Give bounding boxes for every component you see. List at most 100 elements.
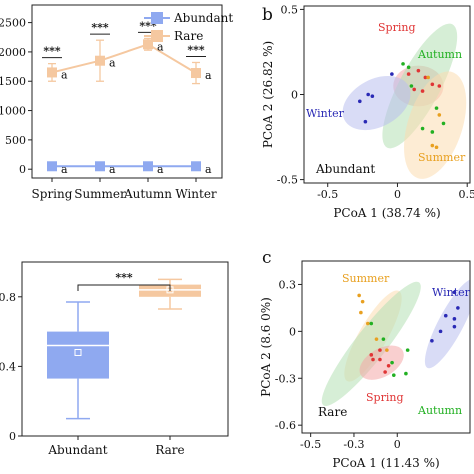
y-tick-label: -0.3 bbox=[275, 372, 296, 385]
x-tick-label: Spring bbox=[32, 187, 73, 201]
panel-c: -0.5 -0.3 0 0.3 0 -0.3 -0.6 PCoA 1 (11.43 %) PCo… bbox=[259, 248, 471, 470]
sample-point bbox=[420, 89, 425, 93]
data-point bbox=[191, 68, 201, 79]
group-letter: a bbox=[157, 40, 164, 53]
sample-point bbox=[363, 119, 368, 124]
sample-point bbox=[366, 321, 370, 326]
sample-point bbox=[383, 370, 387, 374]
group-letter: a bbox=[205, 69, 212, 82]
y-tick-label: 0 bbox=[19, 163, 26, 176]
sample-point bbox=[378, 348, 382, 352]
sample-point bbox=[369, 353, 374, 357]
y-tick-label: 0 bbox=[291, 89, 298, 102]
sample-point bbox=[391, 373, 396, 377]
sample-point bbox=[390, 360, 394, 365]
group-label: Spring bbox=[378, 21, 415, 34]
group-letter: a bbox=[157, 163, 164, 176]
sample-point bbox=[437, 113, 442, 117]
legend-swatch bbox=[151, 30, 163, 42]
group-letter: a bbox=[109, 57, 116, 70]
series-line bbox=[51, 43, 197, 74]
significance-bracket bbox=[77, 284, 171, 291]
y-tick-label: 0 bbox=[9, 430, 16, 443]
x-tick-label: -0.3 bbox=[343, 438, 364, 451]
sample-point bbox=[385, 348, 389, 352]
x-axis-label: PCoA 1 (11.43 %) bbox=[332, 456, 439, 470]
sample-point bbox=[405, 348, 410, 352]
sample-point bbox=[412, 87, 417, 92]
x-tick-label: Autumn bbox=[123, 187, 172, 201]
legend-label: Rare bbox=[174, 29, 203, 43]
group-label: Autumn bbox=[417, 48, 462, 61]
group-label: Summer bbox=[342, 272, 390, 285]
x-tick-label: Winter bbox=[175, 187, 217, 201]
y-tick-label: 1000 bbox=[0, 105, 26, 118]
panel-label: Rare bbox=[318, 405, 347, 419]
significance-mark: *** bbox=[91, 21, 109, 34]
sample-point bbox=[430, 143, 435, 148]
y-tick-label: -0.6 bbox=[275, 419, 296, 432]
group-letter: a bbox=[61, 163, 68, 176]
sample-point bbox=[390, 72, 394, 76]
confidence-ellipse bbox=[342, 75, 411, 131]
group-label: Winter bbox=[432, 286, 471, 299]
confidence-ellipse bbox=[321, 281, 421, 407]
sample-point bbox=[370, 94, 375, 99]
sample-point bbox=[409, 84, 414, 88]
sample-point bbox=[434, 145, 439, 150]
y-tick-label: 0.8 bbox=[0, 291, 16, 304]
panel-label: Abundant bbox=[315, 162, 375, 176]
plot-frame bbox=[21, 261, 229, 437]
sample-point bbox=[369, 321, 374, 326]
x-tick-label: 0 bbox=[394, 188, 401, 201]
sample-point bbox=[443, 313, 448, 318]
x-tick-label: Rare bbox=[155, 443, 184, 457]
y-tick-label: 0.3 bbox=[279, 278, 297, 291]
sample-point bbox=[406, 65, 411, 70]
significance-mark: *** bbox=[43, 45, 61, 58]
x-tick-label: -0.5 bbox=[300, 438, 321, 451]
y-tick-label: 0 bbox=[289, 325, 296, 338]
y-axis-label: PCoA 2 (8.6 0%) bbox=[259, 297, 273, 397]
sample-point bbox=[359, 310, 363, 315]
sample-point bbox=[406, 72, 411, 76]
sample-point bbox=[438, 329, 443, 334]
group-letter: a bbox=[61, 68, 68, 81]
group-label: Summer bbox=[418, 151, 466, 164]
group-label: Spring bbox=[366, 391, 403, 404]
x-tick-label: -0.5 bbox=[317, 188, 338, 201]
sample-point bbox=[416, 68, 421, 73]
y-tick-label: -0.5 bbox=[277, 174, 298, 187]
sample-point bbox=[401, 62, 405, 66]
panel-letter: b bbox=[262, 5, 273, 25]
sample-point bbox=[430, 82, 435, 87]
group-label: Winter bbox=[306, 107, 345, 120]
data-point bbox=[47, 161, 57, 172]
legend-label: Abundant bbox=[173, 11, 233, 25]
data-point bbox=[143, 39, 153, 50]
x-tick-label: 0 bbox=[394, 438, 401, 451]
y-tick-label: 2000 bbox=[0, 46, 26, 59]
sample-point bbox=[452, 324, 457, 329]
sample-point bbox=[456, 306, 460, 310]
plot-area bbox=[321, 278, 470, 407]
sample-point bbox=[420, 126, 425, 131]
sample-point bbox=[426, 75, 430, 80]
sample-point bbox=[423, 75, 428, 80]
significance-mark: *** bbox=[115, 271, 133, 284]
sample-point bbox=[386, 363, 391, 368]
x-tick-label: Abundant bbox=[47, 443, 107, 457]
legend-swatch bbox=[151, 12, 163, 24]
plot-frame bbox=[31, 4, 223, 179]
group-letter: a bbox=[109, 163, 116, 176]
data-point bbox=[95, 55, 105, 66]
y-tick-label: 500 bbox=[5, 134, 26, 147]
y-tick-label: 0.5 bbox=[281, 3, 299, 16]
data-point bbox=[143, 161, 153, 172]
sample-point bbox=[452, 290, 457, 295]
sample-point bbox=[434, 106, 439, 110]
sample-point bbox=[441, 121, 446, 126]
sample-point bbox=[437, 84, 442, 88]
confidence-ellipse bbox=[424, 278, 470, 369]
confidence-ellipse bbox=[382, 23, 458, 149]
